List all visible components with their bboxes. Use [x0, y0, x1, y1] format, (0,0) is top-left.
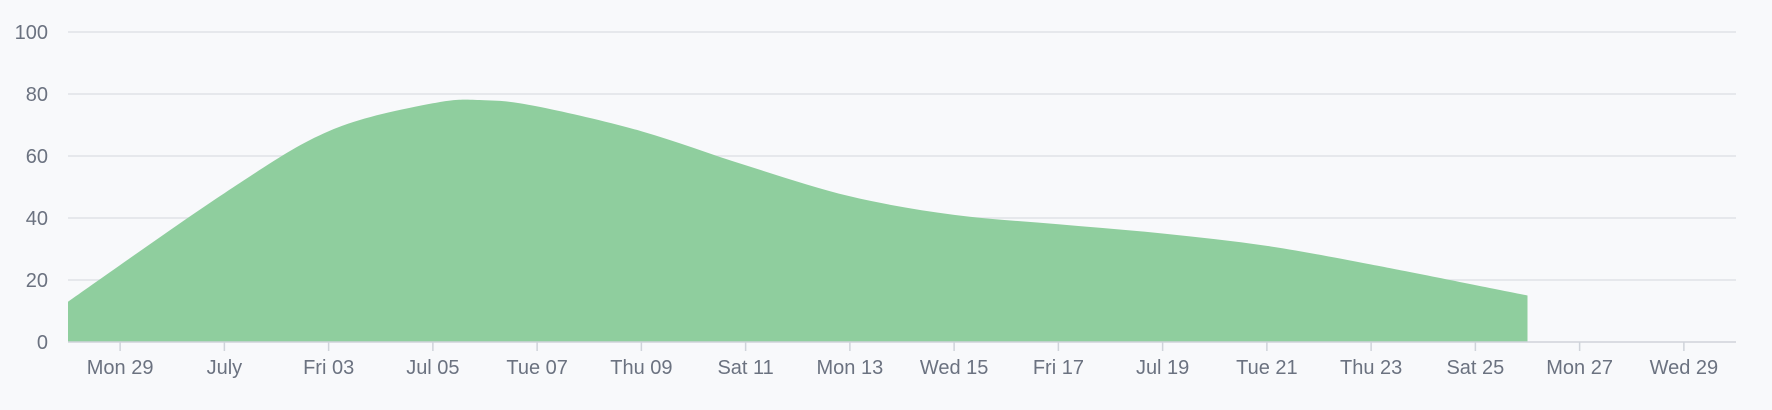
y-axis: 0 20 40 60 80 100: [15, 22, 48, 354]
area-series-0: [68, 99, 1528, 343]
x-tick-label: Tue 21: [1236, 357, 1298, 379]
x-tick-label: Mon 27: [1546, 357, 1613, 379]
y-tick-label: 0: [37, 332, 48, 354]
x-tick-label: Sat 11: [717, 357, 773, 379]
x-tick-label: Mon 13: [817, 357, 884, 379]
x-tick-label: Jul 19: [1136, 357, 1189, 379]
x-tick-label: Fri 03: [303, 357, 354, 379]
x-tick-label: Tue 07: [506, 357, 568, 379]
y-tick-label: 40: [26, 208, 48, 230]
x-tick-label: Wed 29: [1650, 357, 1719, 379]
y-tick-label: 60: [26, 146, 48, 168]
x-axis: Mon 29 July Fri 03 Jul 05 Tue 07 Thu 09 Sat 11…: [68, 341, 1736, 379]
series-area: [68, 99, 1528, 343]
x-tick-label: Jul 05: [406, 357, 459, 379]
y-tick-label: 100: [15, 22, 48, 44]
x-tick-label: Sat 25: [1446, 357, 1504, 379]
x-tick-label: Wed 15: [920, 357, 989, 379]
y-tick-label: 20: [26, 270, 48, 292]
x-tick-label: Thu 09: [610, 357, 672, 379]
x-tick-label: Mon 29: [87, 357, 154, 379]
y-tick-label: 80: [26, 84, 48, 106]
x-tick-label: Fri 17: [1033, 357, 1084, 379]
x-tick-label: July: [207, 357, 243, 379]
x-tick-label: Thu 23: [1340, 357, 1402, 379]
